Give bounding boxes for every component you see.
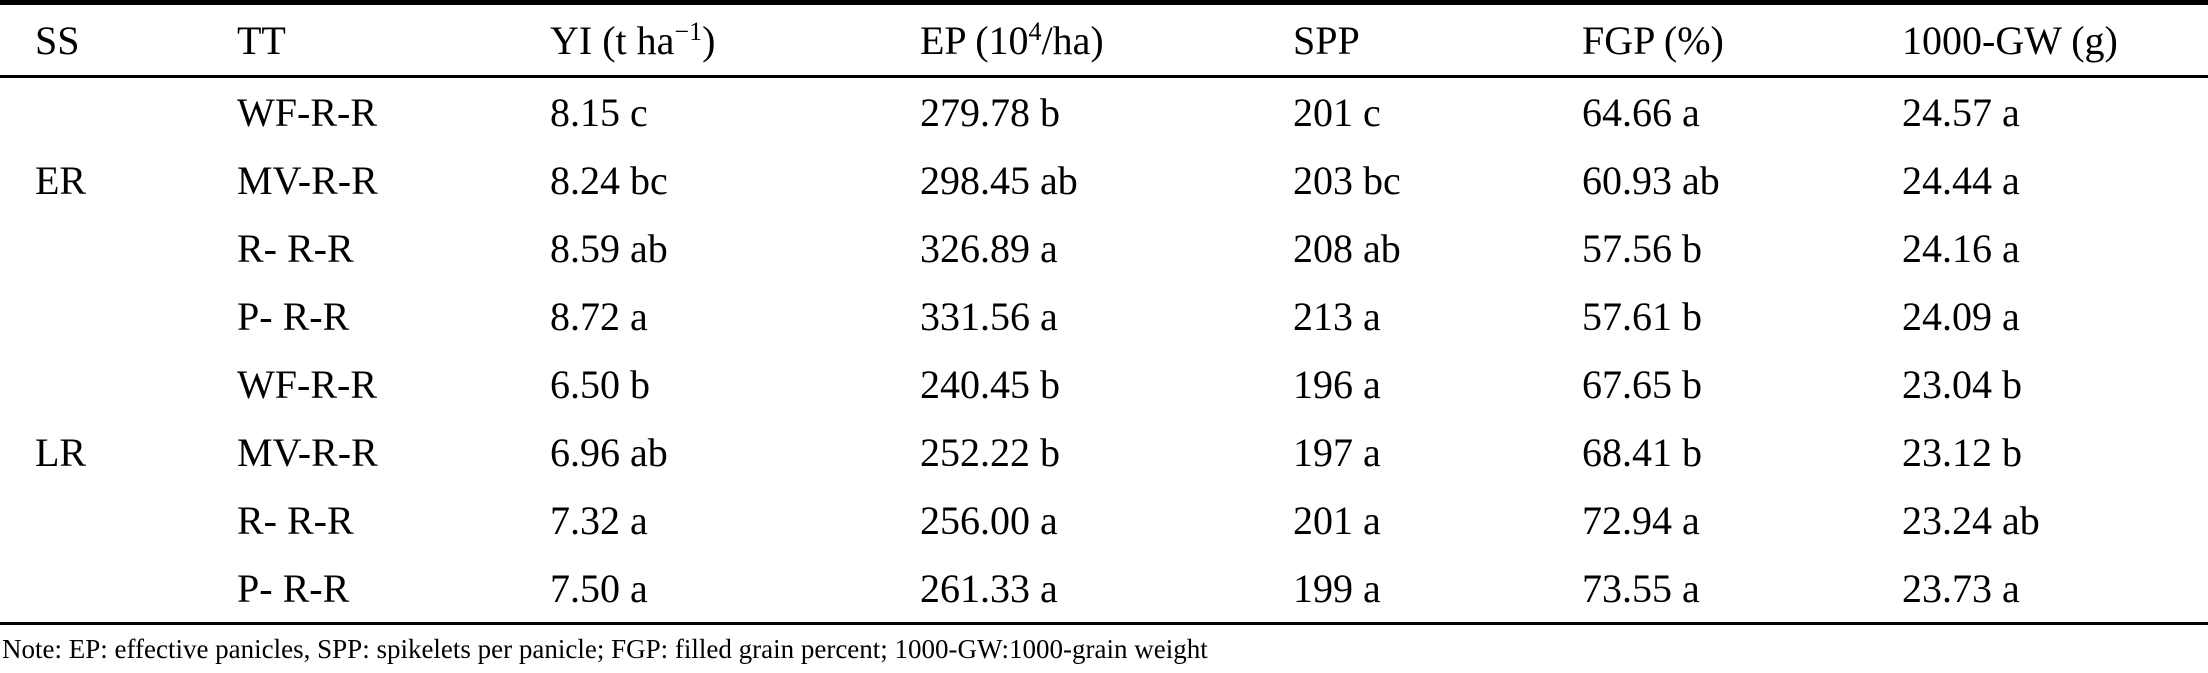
cell-ss: [0, 214, 202, 282]
cell-spp: 203 bc: [1293, 157, 1401, 203]
cell-spp: 201 c: [1293, 89, 1381, 135]
cell-yi: 6.50 b: [550, 361, 650, 407]
cell-ss: [0, 554, 202, 625]
ep-unit-pre: EP (10: [920, 17, 1029, 63]
cell-ep: 256.00 a: [920, 497, 1058, 543]
cell-tt: R- R-R: [237, 497, 354, 543]
cell-spp: 197 a: [1293, 429, 1381, 475]
cell-yi: 8.59 ab: [550, 225, 668, 271]
cell-gw: 23.73 a: [1867, 554, 2208, 625]
header-cell-ep: EP (104/ha): [885, 2, 1258, 78]
cell-fgp: 57.61 b: [1582, 293, 1702, 339]
table-footnote: Note: EP: effective panicles, SPP: spike…: [2, 634, 1208, 664]
cell-gw: 23.12 b: [1902, 429, 2022, 475]
cell-tt: WF-R-R: [237, 361, 377, 407]
cell-ep: 240.45 b: [920, 361, 1060, 407]
cell-gw: 24.16 a: [1902, 225, 2020, 271]
cell-ep: 298.45 ab: [920, 157, 1078, 203]
header-row: SS TT YI (t ha−1) EP (104/ha) SPP FGP (%…: [0, 2, 2208, 78]
cell-ss-group-lr: LR: [35, 429, 87, 475]
table-row: WF-R-R 6.50 b 240.45 b 196 a 67.65 b 23.…: [0, 350, 2208, 418]
cell-tt: P- R-R: [237, 293, 350, 339]
cell-gw: 24.44 a: [1902, 157, 2020, 203]
cell-spp: 213 a: [1293, 293, 1381, 339]
cell-ep: 252.22 b: [920, 429, 1060, 475]
header-cell-yi: YI (t ha−1): [515, 2, 885, 78]
header-cell-gw: 1000-GW (g): [1867, 2, 2208, 78]
cell-fgp: 64.66 a: [1582, 89, 1700, 135]
cell-yi: 8.15 c: [550, 89, 648, 135]
cell-ss-group-er: ER: [35, 157, 87, 203]
cell-tt: R- R-R: [237, 225, 354, 271]
table-row: WF-R-R 8.15 c 279.78 b 201 c 64.66 a 24.…: [0, 77, 2208, 147]
table-row: R- R-R 8.59 ab 326.89 a 208 ab 57.56 b 2…: [0, 214, 2208, 282]
cell-ss: [0, 77, 202, 147]
cell-spp: 196 a: [1293, 361, 1381, 407]
cell-ep: 279.78 b: [920, 89, 1060, 135]
ep-unit-superscript: 4: [1028, 16, 1042, 46]
cell-ep: 261.33 a: [885, 554, 1258, 625]
cell-spp: 201 a: [1293, 497, 1381, 543]
cell-gw: 24.09 a: [1902, 293, 2020, 339]
cell-tt: MV-R-R: [237, 157, 378, 203]
cell-gw: 23.04 b: [1902, 361, 2022, 407]
cell-fgp: 68.41 b: [1582, 429, 1702, 475]
cell-yi: 6.96 ab: [550, 429, 668, 475]
cell-fgp: 67.65 b: [1582, 361, 1702, 407]
table-row: LR MV-R-R 6.96 ab 252.22 b 197 a 68.41 b…: [0, 418, 2208, 486]
cell-tt: MV-R-R: [237, 429, 378, 475]
table-row: P- R-R 7.50 a 261.33 a 199 a 73.55 a 23.…: [0, 554, 2208, 625]
table-row: ER MV-R-R 8.24 bc 298.45 ab 203 bc 60.93…: [0, 146, 2208, 214]
cell-fgp: 73.55 a: [1547, 554, 1867, 625]
cell-gw: 24.57 a: [1902, 89, 2020, 135]
header-cell-ss: SS: [0, 2, 202, 78]
cell-ss: [0, 486, 202, 554]
ep-unit-post: /ha): [1041, 17, 1104, 63]
yi-unit-superscript: −1: [674, 16, 703, 46]
cell-ss: [0, 350, 202, 418]
yi-unit-post: ): [702, 17, 716, 63]
cell-fgp: 57.56 b: [1582, 225, 1702, 271]
cell-tt: P- R-R: [202, 554, 515, 625]
agronomic-traits-table: SS TT YI (t ha−1) EP (104/ha) SPP FGP (%…: [0, 0, 2208, 625]
header-cell-fgp: FGP (%): [1547, 2, 1867, 78]
cell-fgp: 60.93 ab: [1582, 157, 1720, 203]
table-row: P- R-R 8.72 a 331.56 a 213 a 57.61 b 24.…: [0, 282, 2208, 350]
table-body: WF-R-R 8.15 c 279.78 b 201 c 64.66 a 24.…: [0, 77, 2208, 625]
cell-ep: 331.56 a: [920, 293, 1058, 339]
cell-gw: 23.24 ab: [1902, 497, 2040, 543]
cell-fgp: 72.94 a: [1582, 497, 1700, 543]
table-header: SS TT YI (t ha−1) EP (104/ha) SPP FGP (%…: [0, 2, 2208, 78]
header-cell-spp: SPP: [1258, 2, 1547, 78]
cell-yi: 8.24 bc: [550, 157, 668, 203]
cell-ss: [0, 282, 202, 350]
table-row: R- R-R 7.32 a 256.00 a 201 a 72.94 a 23.…: [0, 486, 2208, 554]
cell-spp: 208 ab: [1293, 225, 1401, 271]
cell-spp: 199 a: [1258, 554, 1547, 625]
cell-yi: 7.50 a: [515, 554, 885, 625]
cell-ep: 326.89 a: [920, 225, 1058, 271]
cell-yi: 7.32 a: [550, 497, 648, 543]
cell-yi: 8.72 a: [550, 293, 648, 339]
cell-tt: WF-R-R: [237, 89, 377, 135]
yi-unit-pre: YI (t ha: [550, 17, 675, 63]
header-cell-tt: TT: [202, 2, 515, 78]
